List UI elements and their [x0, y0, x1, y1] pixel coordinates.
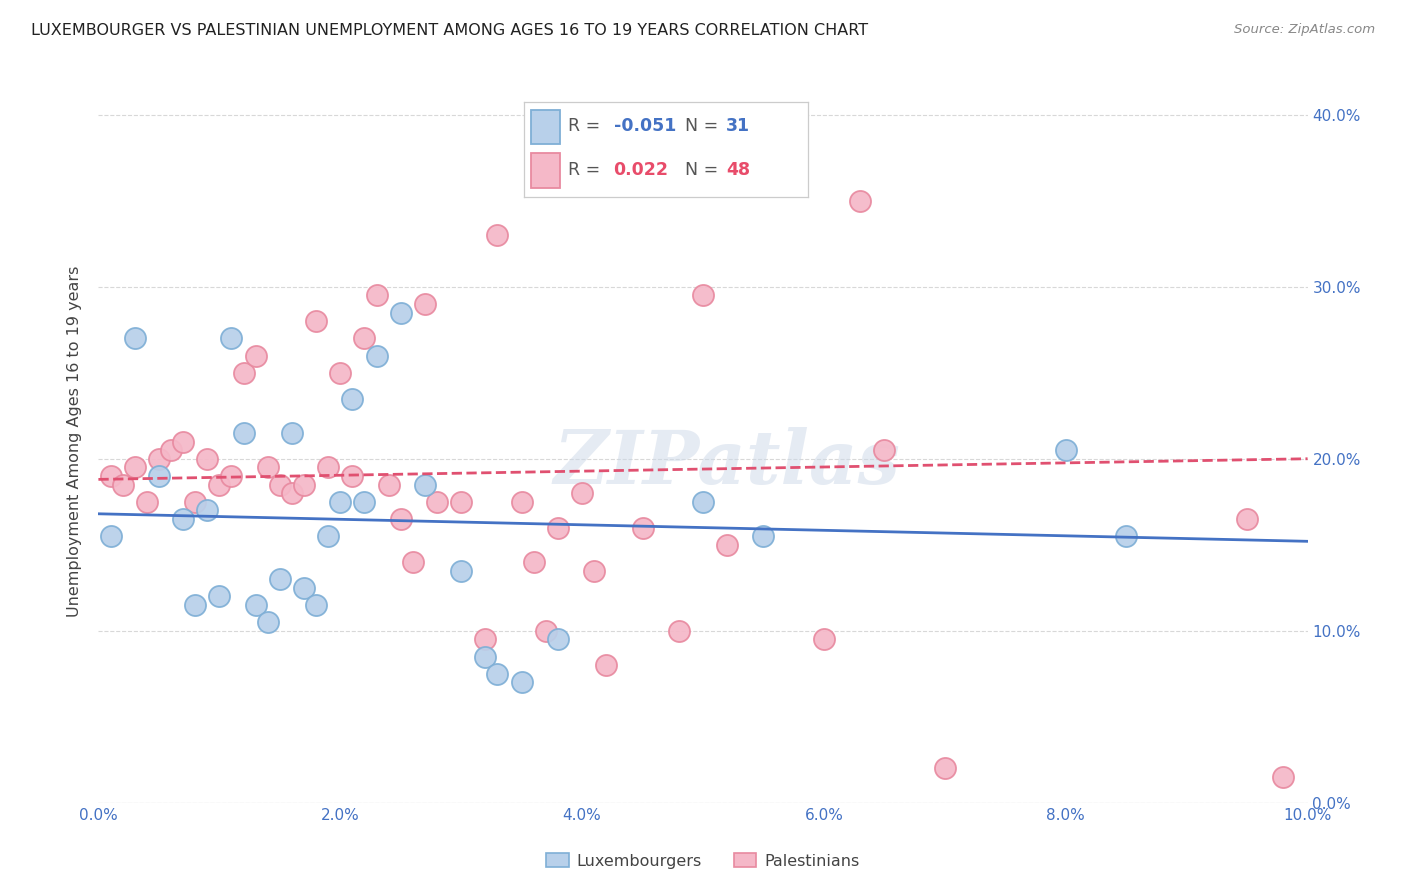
Point	[402, 555, 425, 569]
Point	[426, 494, 449, 508]
Point	[329, 366, 352, 380]
Point	[474, 632, 496, 647]
Point	[1236, 512, 1258, 526]
Point	[316, 529, 339, 543]
Point	[172, 434, 194, 449]
Point	[474, 649, 496, 664]
Point	[486, 666, 509, 681]
Point	[523, 555, 546, 569]
Point	[366, 288, 388, 302]
Point	[305, 598, 328, 612]
Point	[547, 632, 569, 647]
Point	[281, 425, 304, 440]
Point	[269, 477, 291, 491]
Point	[184, 598, 207, 612]
Point	[389, 305, 412, 319]
Point	[124, 331, 146, 345]
Point	[245, 598, 267, 612]
Point	[208, 477, 231, 491]
Point	[100, 529, 122, 543]
Point	[510, 675, 533, 690]
Point	[849, 194, 872, 208]
Point	[595, 658, 617, 673]
Legend: Luxembourgers, Palestinians: Luxembourgers, Palestinians	[540, 847, 866, 875]
Point	[316, 460, 339, 475]
Point	[583, 564, 606, 578]
Point	[366, 349, 388, 363]
Point	[1272, 770, 1295, 784]
Point	[208, 590, 231, 604]
Point	[281, 486, 304, 500]
Point	[668, 624, 690, 638]
Point	[342, 469, 364, 483]
Point	[305, 314, 328, 328]
Point	[148, 469, 170, 483]
Point	[172, 512, 194, 526]
Point	[813, 632, 835, 647]
Point	[269, 572, 291, 586]
Point	[716, 538, 738, 552]
Point	[221, 469, 243, 483]
Point	[221, 331, 243, 345]
Point	[571, 486, 593, 500]
Point	[934, 761, 956, 775]
Point	[256, 460, 278, 475]
Point	[195, 503, 218, 517]
Point	[135, 494, 157, 508]
Text: LUXEMBOURGER VS PALESTINIAN UNEMPLOYMENT AMONG AGES 16 TO 19 YEARS CORRELATION C: LUXEMBOURGER VS PALESTINIAN UNEMPLOYMENT…	[31, 23, 868, 38]
Point	[692, 288, 714, 302]
Point	[389, 512, 412, 526]
Point	[292, 581, 315, 595]
Point	[631, 520, 654, 534]
Point	[1054, 443, 1077, 458]
Point	[450, 494, 472, 508]
Point	[692, 494, 714, 508]
Point	[245, 349, 267, 363]
Point	[413, 297, 436, 311]
Point	[413, 477, 436, 491]
Point	[450, 564, 472, 578]
Point	[256, 615, 278, 630]
Text: ZIPatlas: ZIPatlas	[554, 427, 901, 500]
Point	[353, 494, 375, 508]
Point	[342, 392, 364, 406]
Point	[232, 366, 254, 380]
Point	[111, 477, 134, 491]
Point	[329, 494, 352, 508]
Point	[873, 443, 896, 458]
Point	[160, 443, 183, 458]
Point	[195, 451, 218, 466]
Point	[1115, 529, 1137, 543]
Point	[547, 520, 569, 534]
Point	[292, 477, 315, 491]
Y-axis label: Unemployment Among Ages 16 to 19 years: Unemployment Among Ages 16 to 19 years	[67, 266, 83, 617]
Point	[184, 494, 207, 508]
Point	[752, 529, 775, 543]
Point	[486, 228, 509, 243]
Point	[510, 494, 533, 508]
Point	[124, 460, 146, 475]
Text: Source: ZipAtlas.com: Source: ZipAtlas.com	[1234, 23, 1375, 37]
Point	[100, 469, 122, 483]
Point	[148, 451, 170, 466]
Point	[353, 331, 375, 345]
Point	[232, 425, 254, 440]
Point	[377, 477, 399, 491]
Point	[534, 624, 557, 638]
